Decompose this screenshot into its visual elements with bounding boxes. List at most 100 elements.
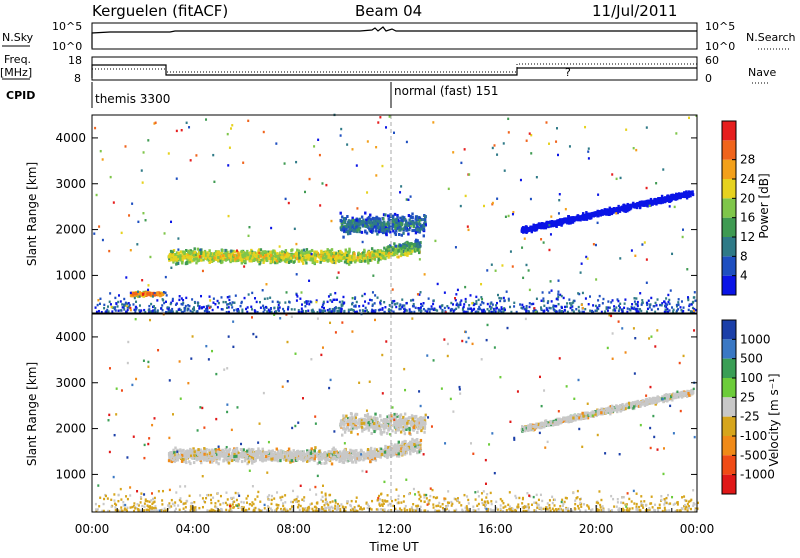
scatter-cell <box>643 201 645 204</box>
ground-scatter-cell <box>680 309 682 311</box>
noise-cell <box>162 298 164 300</box>
noise-cell <box>671 253 673 255</box>
ground-scatter-cell <box>651 309 653 311</box>
noise-cell <box>147 289 149 291</box>
scatter-cell <box>228 254 230 257</box>
noise-cell <box>375 174 377 176</box>
scatter-cell <box>349 232 351 235</box>
noise-cell <box>351 148 353 150</box>
ground-scatter-cell <box>304 305 306 307</box>
scatter-cell <box>234 258 236 261</box>
ground-scatter-cell <box>238 310 240 312</box>
power-ylabel: Slant Range [km] <box>25 162 39 266</box>
ground-scatter-cell <box>543 309 545 311</box>
scatter-cell <box>640 201 642 204</box>
noise-cell <box>288 202 290 204</box>
ground-scatter-cell <box>635 297 637 299</box>
noise-cell <box>177 248 179 250</box>
scatter-cell <box>183 257 185 260</box>
scatter-cell <box>193 258 195 261</box>
scatter-cell <box>244 254 246 257</box>
noise-cell <box>454 297 456 299</box>
noise-cell <box>641 243 643 245</box>
scatter-cell <box>416 248 418 251</box>
nsky-tick-top: 10^5 <box>52 20 82 33</box>
noise-cell <box>533 307 535 309</box>
scatter-cell <box>548 221 550 224</box>
ground-scatter-cell <box>401 298 403 300</box>
scatter-cell <box>134 292 136 295</box>
scatter-cell <box>384 445 386 448</box>
noise-cell <box>688 117 690 119</box>
noise-cell <box>555 140 557 142</box>
ground-scatter-cell <box>354 296 356 298</box>
ground-scatter-cell <box>468 308 470 310</box>
noise-cell <box>325 184 327 186</box>
scatter-cell <box>383 252 385 255</box>
ground-scatter-cell <box>308 303 310 305</box>
ground-scatter-cell <box>103 304 105 306</box>
scatter-cell <box>591 213 593 216</box>
ground-scatter-cell <box>557 296 559 298</box>
ground-scatter-cell <box>384 306 386 308</box>
scatter-cell <box>314 254 316 257</box>
noise-cell <box>529 132 531 134</box>
ground-scatter-cell <box>365 307 367 309</box>
ground-scatter-cell <box>244 297 246 299</box>
scatter-cell <box>259 255 261 258</box>
scatter-cell <box>343 256 345 259</box>
noise-cell <box>399 191 401 193</box>
ground-scatter-cell <box>331 300 333 302</box>
ground-scatter-cell <box>364 300 366 302</box>
noise-cell <box>631 249 633 251</box>
scatter-cell <box>346 225 348 228</box>
ground-scatter-cell <box>264 309 266 311</box>
scatter-cell <box>269 251 271 254</box>
scatter-cell <box>616 208 618 211</box>
scatter-cell <box>244 260 246 263</box>
scatter-cell <box>387 214 389 217</box>
ground-scatter-cell <box>199 305 201 307</box>
scatter-cell <box>415 231 417 234</box>
ground-scatter-cell <box>629 309 631 311</box>
scatter-cell <box>221 260 223 263</box>
ground-scatter-cell <box>342 296 344 298</box>
scatter-cell <box>218 458 220 461</box>
ground-scatter-cell <box>212 301 214 303</box>
scatter-cell <box>313 262 315 265</box>
noise-cell <box>125 276 127 278</box>
ground-scatter-cell <box>296 299 298 301</box>
scatter-cell <box>270 254 272 257</box>
ground-scatter-cell <box>410 299 412 301</box>
ground-scatter-cell <box>500 297 502 299</box>
scatter-cell <box>199 255 201 258</box>
scatter-cell <box>413 225 415 228</box>
scatter-cell <box>271 257 273 260</box>
ground-scatter-cell <box>602 302 604 304</box>
noise-cell <box>400 185 402 187</box>
ground-scatter-cell <box>495 310 497 312</box>
noise-cell <box>565 208 567 210</box>
ground-scatter-cell <box>421 305 423 307</box>
colorbar-swatch <box>722 237 736 256</box>
scatter-cell <box>349 223 351 226</box>
noise-cell <box>521 246 523 248</box>
noise-cell <box>154 294 156 296</box>
ground-scatter-cell <box>228 295 230 297</box>
ground-scatter-cell <box>166 294 168 296</box>
ground-scatter-cell <box>348 309 350 311</box>
ground-scatter-cell <box>689 303 691 305</box>
scatter-cell <box>310 258 312 261</box>
ground-scatter-cell <box>670 289 672 291</box>
scatter-cell <box>418 251 420 254</box>
scatter-cell <box>679 196 681 199</box>
colorbar-tick-label: 16 <box>740 211 755 225</box>
noise-cell <box>486 269 488 271</box>
scatter-cell <box>302 262 304 265</box>
ground-scatter-cell <box>496 302 498 304</box>
noise-cell <box>465 195 467 197</box>
scatter-cell <box>374 229 376 232</box>
noise-cell <box>243 265 245 267</box>
ground-scatter-cell <box>388 309 390 311</box>
